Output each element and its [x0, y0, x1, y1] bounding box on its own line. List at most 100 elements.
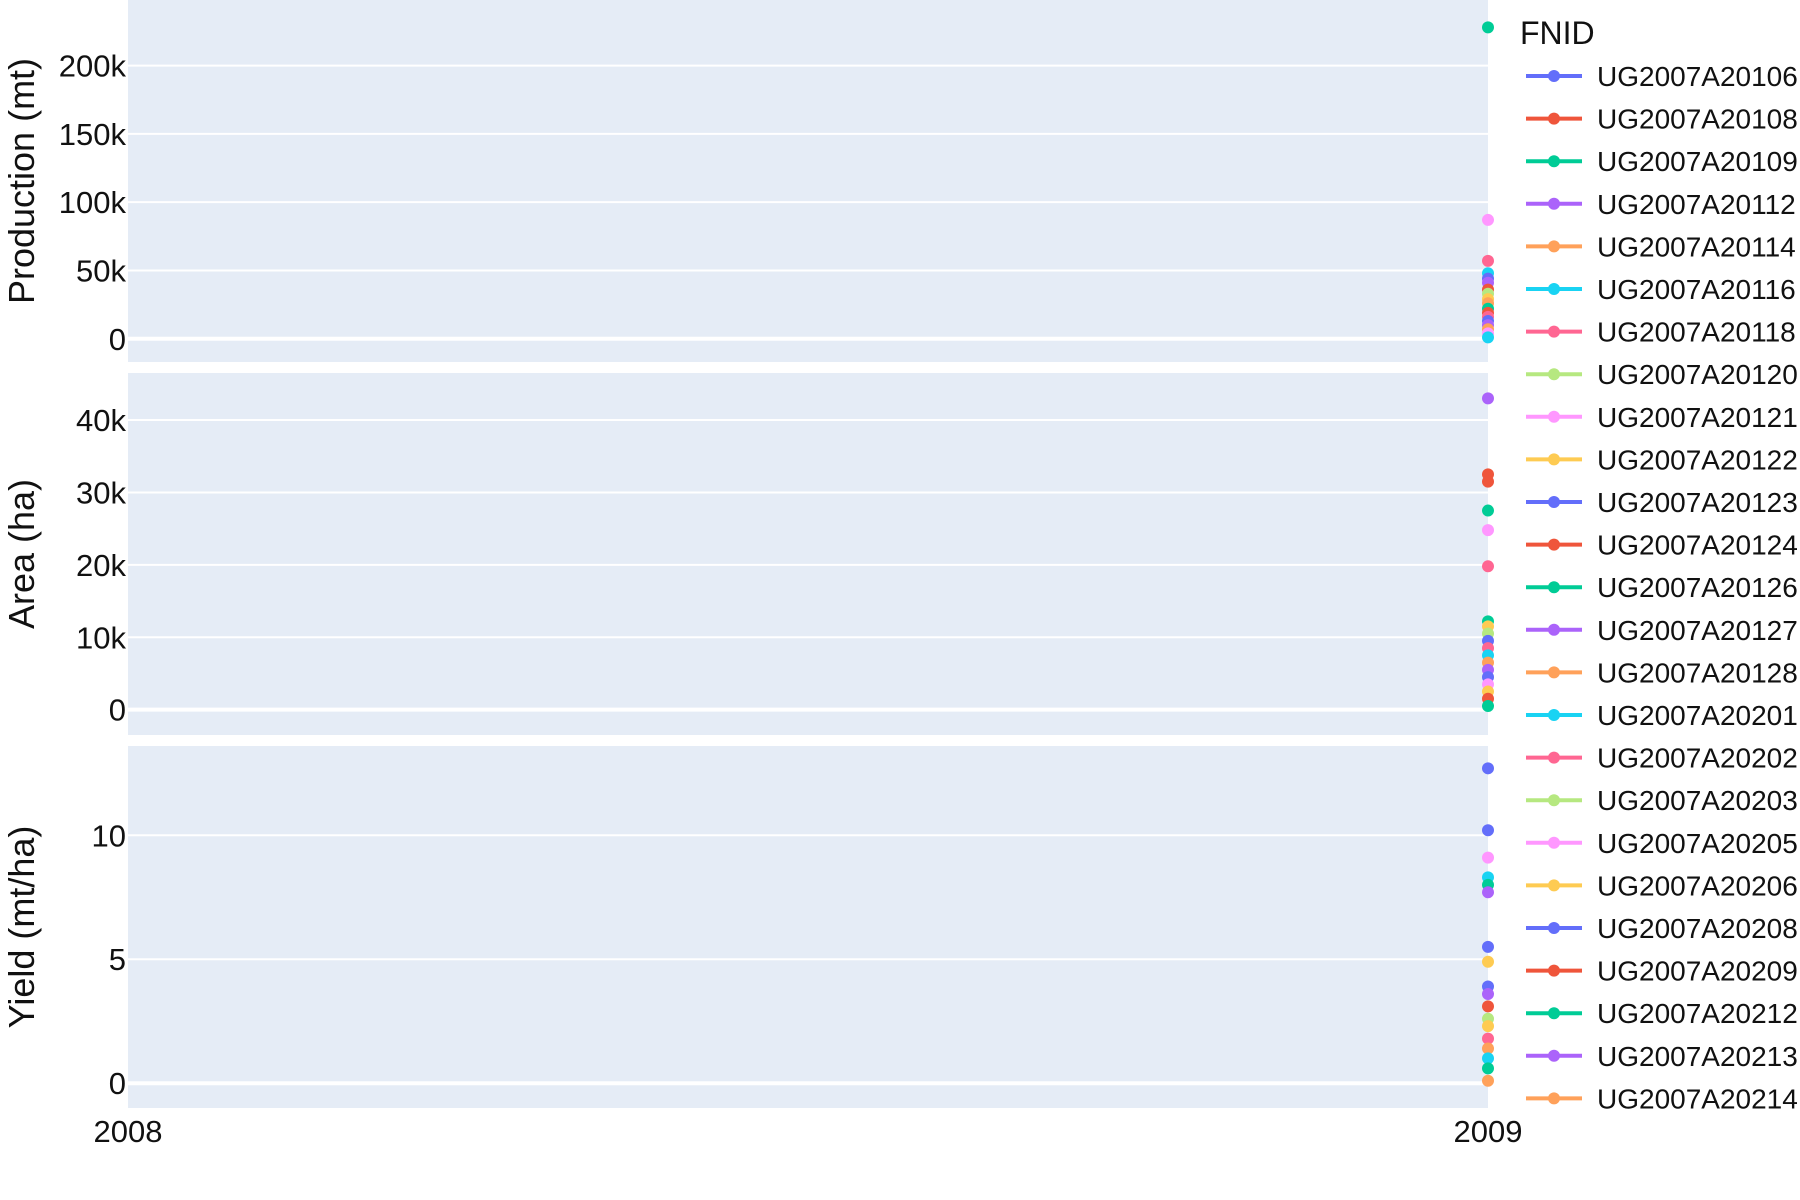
- legend-item[interactable]: UG2007A20127: [1526, 615, 1798, 646]
- legend-label: UG2007A20108: [1597, 104, 1798, 135]
- legend-item[interactable]: UG2007A20126: [1526, 572, 1798, 603]
- y-tick-label: 0: [109, 322, 126, 357]
- legend-label: UG2007A20122: [1597, 444, 1798, 475]
- legend-item[interactable]: UG2007A20123: [1526, 487, 1798, 518]
- legend-item[interactable]: UG2007A20114: [1526, 231, 1796, 262]
- data-point[interactable]: [1482, 955, 1494, 968]
- legend-item[interactable]: UG2007A20208: [1526, 913, 1798, 944]
- data-point[interactable]: [1482, 560, 1494, 573]
- data-point[interactable]: [1482, 21, 1494, 34]
- legend-marker: [1548, 368, 1560, 381]
- legend-item[interactable]: UG2007A20112: [1526, 189, 1796, 220]
- data-point[interactable]: [1482, 475, 1494, 488]
- data-point[interactable]: [1482, 824, 1494, 837]
- y-tick-label: 10: [92, 818, 126, 853]
- legend-label: UG2007A20206: [1597, 870, 1798, 901]
- legend-item[interactable]: UG2007A20128: [1526, 657, 1798, 688]
- legend-marker: [1548, 155, 1560, 168]
- y-tick-label: 200k: [59, 49, 127, 84]
- legend-marker: [1548, 794, 1560, 807]
- legend-marker: [1548, 283, 1560, 295]
- legend-item[interactable]: UG2007A20214: [1526, 1083, 1798, 1114]
- data-point[interactable]: [1482, 1042, 1494, 1055]
- legend: FNID UG2007A20106 UG2007A20108 UG2007A2010…: [1520, 15, 1798, 1114]
- plot-background: [128, 0, 1488, 362]
- data-point[interactable]: [1482, 1052, 1494, 1065]
- legend-item[interactable]: UG2007A20124: [1526, 530, 1798, 561]
- legend-item[interactable]: UG2007A20213: [1526, 1041, 1798, 1072]
- legend-label: UG2007A20209: [1597, 956, 1798, 987]
- legend-marker: [1548, 836, 1560, 849]
- legend-label: UG2007A20112: [1597, 189, 1796, 220]
- data-point[interactable]: [1482, 331, 1494, 344]
- legend-marker: [1548, 1092, 1560, 1105]
- data-point[interactable]: [1482, 987, 1494, 1000]
- legend-marker: [1548, 240, 1560, 253]
- legend-item[interactable]: UG2007A20106: [1526, 61, 1798, 92]
- legend-item[interactable]: UG2007A20120: [1526, 359, 1798, 390]
- data-point[interactable]: [1482, 940, 1494, 953]
- legend-marker: [1548, 709, 1560, 721]
- legend-label: UG2007A20212: [1597, 998, 1798, 1029]
- data-point[interactable]: [1482, 886, 1494, 899]
- legend-marker: [1548, 623, 1560, 636]
- plot-background: [128, 746, 1488, 1108]
- y-tick-label: 20k: [76, 548, 126, 583]
- legend-item[interactable]: UG2007A20205: [1526, 828, 1798, 859]
- data-point[interactable]: [1482, 762, 1494, 775]
- legend-marker: [1548, 751, 1560, 764]
- legend-marker: [1548, 922, 1560, 934]
- legend-item[interactable]: UG2007A20122: [1526, 444, 1798, 475]
- legend-label: UG2007A20121: [1597, 402, 1798, 433]
- legend-marker: [1548, 581, 1560, 594]
- data-point[interactable]: [1482, 213, 1494, 226]
- legend-item[interactable]: UG2007A20212: [1526, 998, 1798, 1029]
- data-point[interactable]: [1482, 1000, 1494, 1013]
- y-tick-label: 10k: [76, 620, 126, 655]
- legend-label: UG2007A20118: [1597, 317, 1796, 348]
- data-point[interactable]: [1482, 700, 1494, 713]
- y-axis-title: Area (ha): [1, 479, 42, 629]
- legend-title: FNID: [1520, 15, 1595, 51]
- legend-marker: [1548, 496, 1560, 508]
- legend-item[interactable]: UG2007A20203: [1526, 785, 1798, 816]
- data-point[interactable]: [1482, 392, 1494, 405]
- subplots-area: 0 50k 100k 150k 200k Production (mt) 0 10k 20k 30…: [1, 0, 1494, 1108]
- legend-marker: [1548, 538, 1560, 551]
- legend-marker: [1548, 666, 1560, 679]
- legend-label: UG2007A20106: [1597, 61, 1798, 92]
- legend-marker: [1548, 964, 1560, 977]
- legend-item[interactable]: UG2007A20108: [1526, 104, 1798, 135]
- legend-label: UG2007A20109: [1597, 146, 1798, 177]
- legend-item[interactable]: UG2007A20202: [1526, 743, 1798, 774]
- legend-label: UG2007A20127: [1597, 615, 1798, 646]
- data-point[interactable]: [1482, 504, 1494, 517]
- legend-label: UG2007A20208: [1597, 913, 1798, 944]
- legend-item[interactable]: UG2007A20201: [1526, 700, 1798, 731]
- data-point[interactable]: [1482, 1032, 1494, 1045]
- legend-item[interactable]: UG2007A20118: [1526, 317, 1796, 348]
- legend-marker: [1548, 410, 1560, 423]
- legend-marker: [1548, 1007, 1560, 1020]
- data-point[interactable]: [1482, 524, 1494, 537]
- legend-label: UG2007A20205: [1597, 828, 1798, 859]
- data-point[interactable]: [1482, 851, 1494, 864]
- legend-label: UG2007A20120: [1597, 359, 1798, 390]
- legend-item[interactable]: UG2007A20109: [1526, 146, 1798, 177]
- legend-item[interactable]: UG2007A20206: [1526, 870, 1798, 901]
- legend-label: UG2007A20124: [1597, 530, 1798, 561]
- legend-marker: [1548, 112, 1560, 125]
- data-point[interactable]: [1482, 1062, 1494, 1075]
- legend-item[interactable]: UG2007A20209: [1526, 956, 1798, 987]
- data-point[interactable]: [1482, 1020, 1494, 1033]
- y-tick-label: 100k: [59, 185, 127, 220]
- subplot-panel: 0 10k 20k 30k 40k Area (ha): [1, 373, 1494, 735]
- legend-item[interactable]: UG2007A20116: [1526, 274, 1796, 305]
- legend-item[interactable]: UG2007A20121: [1526, 402, 1798, 433]
- data-point[interactable]: [1482, 254, 1494, 267]
- subplot-panel: 0 5 10 Yield (mt/ha): [1, 746, 1494, 1108]
- legend-label: UG2007A20214: [1597, 1083, 1798, 1114]
- data-point[interactable]: [1482, 1074, 1494, 1087]
- y-tick-label: 30k: [76, 475, 126, 510]
- y-tick-label: 150k: [59, 117, 127, 152]
